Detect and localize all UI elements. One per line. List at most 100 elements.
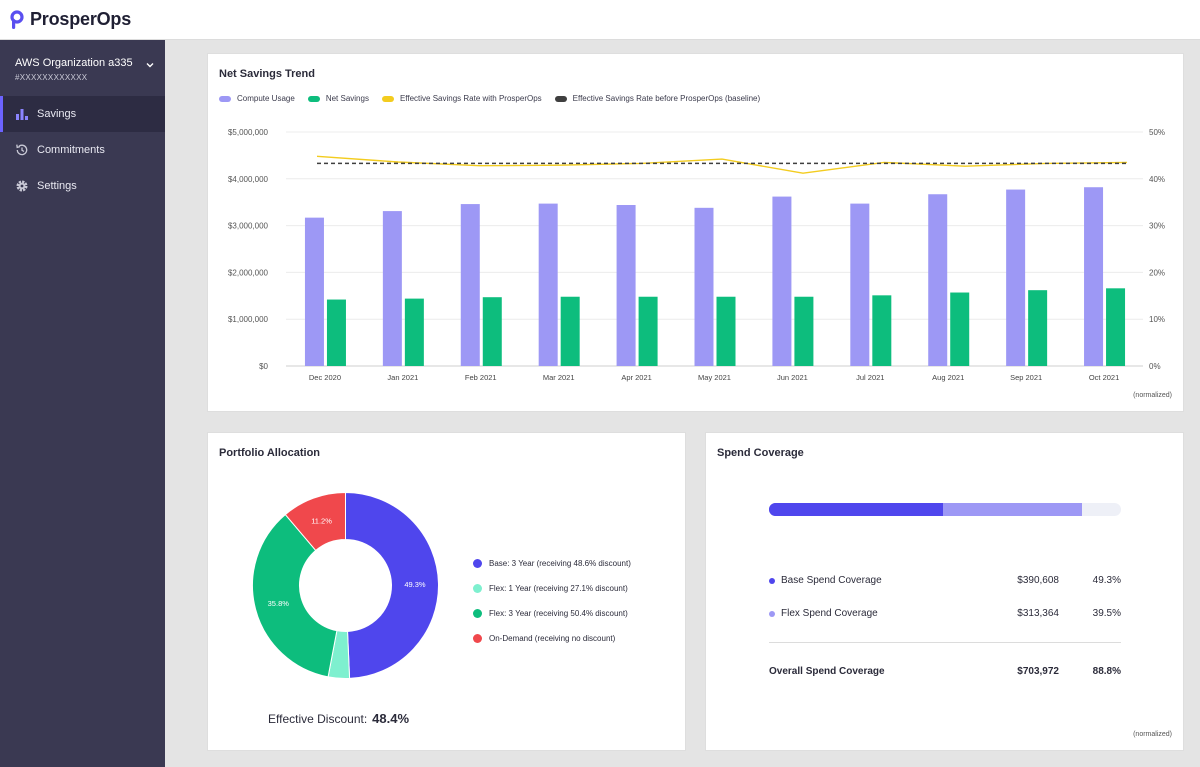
- coverage-divider: [769, 642, 1121, 643]
- chevron-down-icon[interactable]: [145, 57, 155, 68]
- x-tick-label: Sep 2021: [1010, 373, 1042, 382]
- y-left-tick-label: $4,000,000: [228, 175, 269, 184]
- x-tick-label: Jun 2021: [777, 373, 808, 382]
- org-id: #XXXXXXXXXXXX: [15, 73, 88, 82]
- coverage-total-amount: $703,972: [1017, 666, 1059, 677]
- portfolio-legend-item-base[interactable]: Base: 3 Year (receiving 48.6% discount): [473, 551, 631, 576]
- sidebar-item-label: Settings: [37, 180, 77, 192]
- legend-label: Effective Savings Rate before ProsperOps…: [572, 94, 761, 103]
- legend-label: Flex: 3 Year (receiving 50.4% discount): [489, 609, 628, 618]
- legend-item-baseline-rate[interactable]: Effective Savings Rate before ProsperOps…: [554, 94, 761, 103]
- legend-dot: [473, 559, 482, 568]
- x-tick-label: Mar 2021: [543, 373, 575, 382]
- bar-compute-usage: [850, 203, 870, 366]
- bar-chart-icon: [15, 107, 29, 121]
- bar-net-savings: [716, 296, 736, 366]
- y-right-tick-label: 50%: [1149, 128, 1165, 137]
- legend-label: Net Savings: [325, 94, 369, 103]
- portfolio-legend: Base: 3 Year (receiving 48.6% discount) …: [473, 551, 631, 651]
- donut-slice-base: [345, 491, 439, 679]
- card-title: Net Savings Trend: [219, 68, 315, 80]
- coverage-row-amount: $390,608: [1017, 575, 1059, 586]
- donut-slice-label: 49.3%: [404, 580, 426, 589]
- coverage-row-total: Overall Spend Coverage $703,972 88.8%: [769, 666, 1121, 680]
- line-effective-savings-rate: [316, 155, 1128, 174]
- top-bar: ProsperOps: [0, 0, 1200, 40]
- coverage-row-percent: 49.3%: [1092, 575, 1121, 586]
- legend-dot: [769, 577, 775, 584]
- legend-item-compute-usage[interactable]: Compute Usage: [219, 94, 295, 103]
- bar-net-savings: [326, 299, 346, 366]
- bar-compute-usage: [928, 194, 948, 366]
- coverage-bar-base: [769, 503, 943, 516]
- bar-net-savings: [794, 296, 814, 366]
- bar-net-savings: [560, 296, 580, 366]
- sidebar-item-commitments[interactable]: Commitments: [0, 132, 165, 168]
- bar-compute-usage: [304, 217, 324, 366]
- card-title: Spend Coverage: [717, 447, 804, 459]
- donut-slice-flex3: [252, 513, 338, 678]
- donut-slice-label: 35.8%: [268, 599, 290, 608]
- bar-compute-usage: [772, 196, 792, 366]
- org-name: AWS Organization a335: [15, 57, 133, 69]
- net-savings-chart: $0 $1,000,000 $2,000,000 $3,000,000 $4,000,0…: [228, 128, 1165, 382]
- x-tick-label: Jul 2021: [856, 373, 884, 382]
- effective-discount-label: Effective Discount:: [268, 712, 368, 726]
- coverage-row-base: Base Spend Coverage $390,608 49.3%: [769, 575, 1121, 589]
- gear-icon: [15, 179, 29, 193]
- coverage-total-label: Overall Spend Coverage: [769, 666, 885, 677]
- coverage-row-label: Base Spend Coverage: [781, 575, 882, 586]
- y-left-tick-label: $3,000,000: [228, 222, 269, 231]
- y-right-tick-label: 40%: [1149, 175, 1165, 184]
- sidebar-item-settings[interactable]: Settings: [0, 168, 165, 204]
- y-right-tick-label: 30%: [1149, 222, 1165, 231]
- bar-net-savings: [1106, 288, 1126, 366]
- legend-label: Flex: 1 Year (receiving 27.1% discount): [489, 584, 628, 593]
- legend-swatch: [554, 95, 567, 102]
- bar-compute-usage: [1084, 187, 1104, 366]
- y-left-tick-label: $5,000,000: [228, 128, 269, 137]
- bar-compute-usage: [538, 203, 558, 366]
- y-left-tick-label: $1,000,000: [228, 315, 269, 324]
- portfolio-legend-item-flex-1-year[interactable]: Flex: 1 Year (receiving 27.1% discount): [473, 576, 631, 601]
- chart-legend: Compute Usage Net Savings Effective Savi…: [219, 94, 773, 103]
- donut-slice-ondemand: [284, 491, 346, 552]
- legend-dot: [473, 634, 482, 643]
- prosperops-logo-icon: [10, 9, 24, 30]
- brand-name[interactable]: ProsperOps: [30, 9, 132, 29]
- legend-dot: [769, 610, 775, 617]
- bar-net-savings: [950, 292, 970, 366]
- legend-item-effective-rate[interactable]: Effective Savings Rate with ProsperOps: [381, 94, 542, 103]
- bar-net-savings: [404, 298, 424, 366]
- spend-coverage-card: Spend Coverage Base Spend Coverage $390,…: [705, 432, 1184, 751]
- bar-compute-usage: [1006, 189, 1026, 366]
- coverage-row-flex: Flex Spend Coverage $313,364 39.5%: [769, 608, 1121, 622]
- y-right-tick-label: 10%: [1149, 315, 1165, 324]
- sidebar-item-label: Savings: [37, 108, 77, 120]
- portfolio-legend-item-on-demand[interactable]: On-Demand (receiving no discount): [473, 626, 631, 651]
- y-left-tick-label: $0: [259, 362, 268, 371]
- normalized-note: (normalized): [1133, 392, 1172, 399]
- portfolio-donut-chart: 49.3% 35.8% 11.2%: [252, 491, 439, 679]
- x-tick-label: Oct 2021: [1089, 373, 1119, 382]
- effective-discount-value: 48.4%: [372, 711, 410, 726]
- coverage-row-label: Flex Spend Coverage: [781, 608, 878, 619]
- org-selector[interactable]: AWS Organization a335 #XXXXXXXXXXXX: [0, 40, 165, 94]
- x-tick-label: Dec 2020: [309, 373, 341, 382]
- normalized-note: (normalized): [1133, 731, 1172, 738]
- legend-swatch: [219, 95, 231, 102]
- sidebar-item-savings[interactable]: Savings: [0, 96, 165, 132]
- sidebar-item-label: Commitments: [37, 144, 105, 156]
- legend-item-net-savings[interactable]: Net Savings: [307, 94, 369, 103]
- coverage-row-percent: 39.5%: [1092, 608, 1121, 619]
- bar-net-savings: [638, 296, 658, 366]
- x-tick-label: Jan 2021: [387, 373, 418, 382]
- bar-net-savings: [482, 297, 502, 366]
- portfolio-legend-item-flex-3-year[interactable]: Flex: 3 Year (receiving 50.4% discount): [473, 601, 631, 626]
- sidebar: AWS Organization a335 #XXXXXXXXXXXX Savi…: [0, 40, 165, 767]
- legend-dot: [473, 584, 482, 593]
- donut-slice-label: 11.2%: [311, 516, 332, 525]
- legend-label: Base: 3 Year (receiving 48.6% discount): [489, 559, 631, 568]
- legend-swatch: [307, 95, 320, 102]
- x-tick-label: Apr 2021: [621, 373, 651, 382]
